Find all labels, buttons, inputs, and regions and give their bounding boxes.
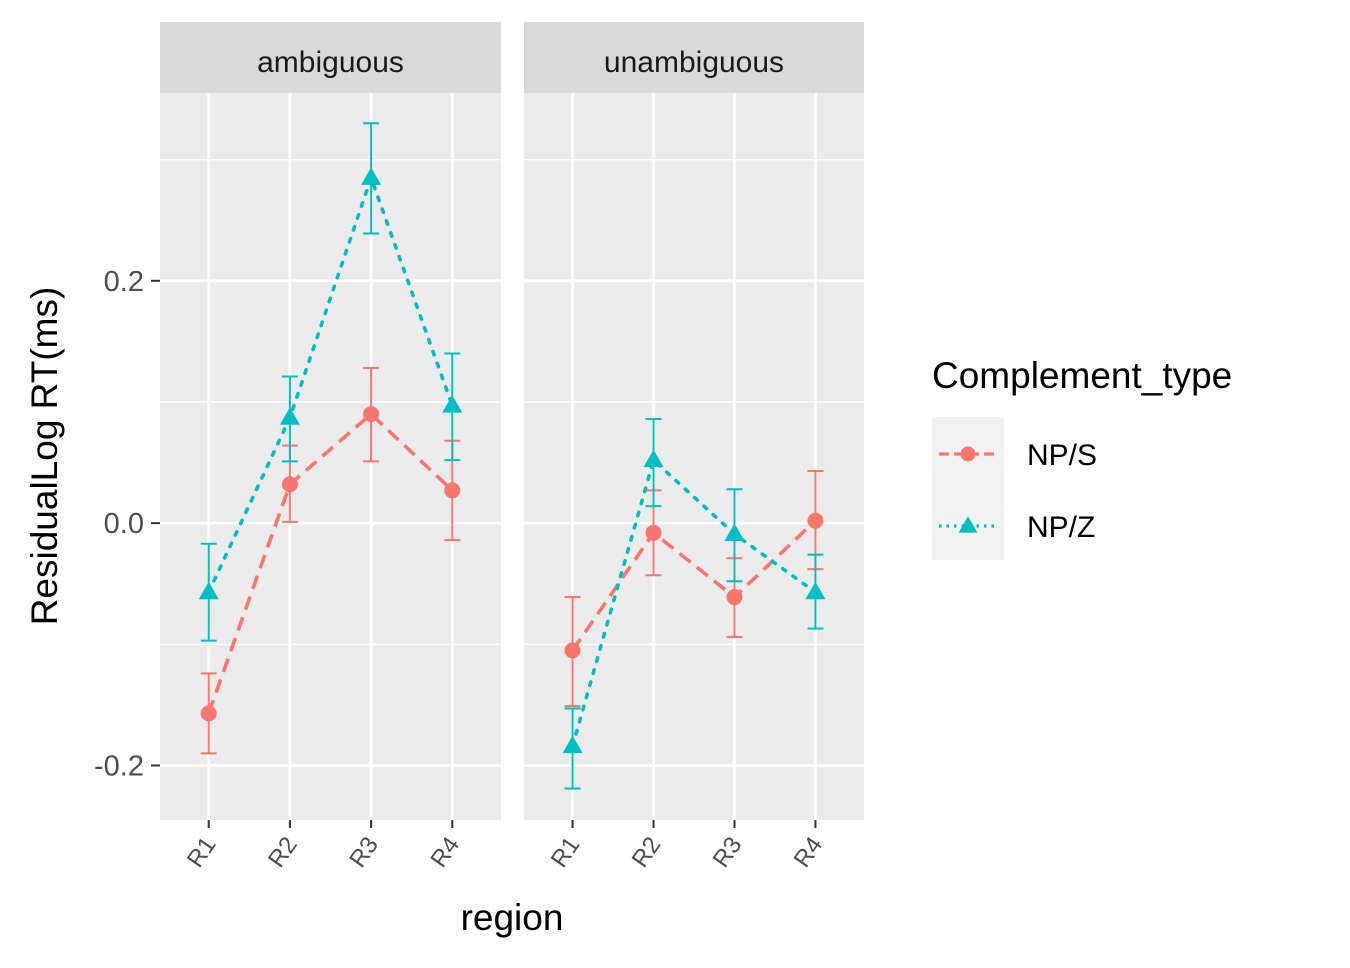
- data-point: [564, 642, 581, 659]
- series-line: [207, 411, 454, 714]
- series-NP/S: [564, 470, 824, 708]
- series-NP/Z: [562, 417, 826, 790]
- facet-strip-label: ambiguous: [257, 46, 404, 79]
- legend-key-background: [932, 417, 1004, 560]
- data-point: [200, 705, 217, 722]
- y-axis-label: ResidualLog RT(ms): [24, 287, 65, 626]
- data-point: [444, 482, 461, 499]
- facet-strip: [524, 22, 864, 93]
- series-NP/Z: [198, 122, 463, 642]
- y-axis: -0.2 0.0 0.2: [94, 266, 160, 782]
- y-tick-label: -0.2: [94, 750, 144, 782]
- legend-key-marker: [958, 516, 978, 533]
- series-NP/S: [200, 367, 461, 755]
- legend-label: NP/Z: [1027, 511, 1095, 544]
- panel-background: [160, 93, 501, 820]
- legend-entry-NP/Z: NP/Z: [939, 511, 1095, 544]
- x-tick-label: R3: [344, 832, 384, 873]
- data-point: [726, 589, 743, 606]
- series-line: [571, 519, 817, 652]
- legend-key-marker: [960, 446, 976, 462]
- x-tick-label: R4: [425, 832, 465, 873]
- data-point: [279, 407, 300, 425]
- x-tick-label: R4: [789, 832, 829, 873]
- data-point: [807, 512, 824, 529]
- data-point: [198, 581, 219, 600]
- data-point: [645, 524, 662, 541]
- y-tick-label: 0.0: [104, 508, 144, 540]
- data-point: [562, 735, 583, 754]
- x-tick-label: R2: [263, 832, 303, 873]
- data-point: [281, 476, 298, 493]
- legend-title: Complement_type: [932, 355, 1232, 396]
- data-point: [442, 395, 463, 413]
- facet-strip: [160, 22, 501, 93]
- x-tick-label: R3: [708, 832, 748, 873]
- y-tick-label: 0.2: [104, 266, 144, 298]
- x-tick-label: R1: [546, 832, 586, 873]
- facet-strip-label: unambiguous: [604, 46, 784, 79]
- x-tick-label: R1: [182, 832, 222, 873]
- panel-background: [524, 93, 864, 820]
- facet-panel-ambiguous: ambiguous R1 R2 R3 R4: [160, 22, 501, 873]
- data-point: [361, 167, 382, 185]
- x-axis-label: region: [461, 897, 564, 938]
- series-line: [206, 172, 455, 595]
- data-point: [643, 449, 664, 468]
- x-tick-label: R2: [627, 832, 667, 873]
- series-line: [570, 456, 818, 748]
- facet-panel-unambiguous: unambiguous R1 R2 R3 R4: [524, 22, 864, 873]
- data-point: [805, 581, 826, 600]
- legend: Complement_type NP/S NP/Z: [932, 355, 1232, 560]
- data-point: [724, 523, 745, 542]
- legend-label: NP/S: [1027, 439, 1097, 472]
- legend-entry-NP/S: NP/S: [939, 439, 1097, 472]
- data-point: [363, 406, 380, 423]
